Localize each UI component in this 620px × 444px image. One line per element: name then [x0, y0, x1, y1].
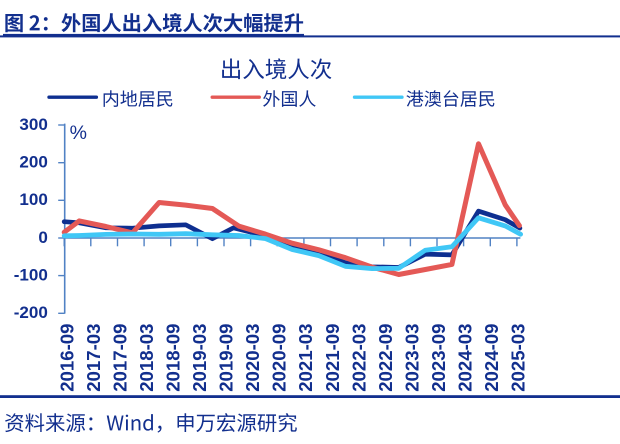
svg-text:2022-09: 2022-09	[375, 324, 396, 392]
svg-text:%: %	[70, 122, 87, 144]
svg-text:200: 200	[19, 153, 47, 172]
svg-text:2024-09: 2024-09	[481, 324, 502, 392]
svg-text:2019-09: 2019-09	[216, 324, 237, 392]
svg-text:2016-09: 2016-09	[56, 324, 77, 392]
svg-text:2025-03: 2025-03	[508, 324, 529, 392]
svg-text:-200: -200	[14, 303, 48, 322]
svg-text:2020-03: 2020-03	[242, 324, 263, 392]
svg-text:2021-03: 2021-03	[295, 324, 316, 392]
svg-text:2021-09: 2021-09	[322, 324, 343, 392]
svg-text:2024-03: 2024-03	[455, 324, 476, 392]
svg-text:300: 300	[19, 115, 47, 134]
svg-text:2018-03: 2018-03	[136, 324, 157, 392]
svg-text:0: 0	[38, 228, 47, 247]
svg-text:2017-09: 2017-09	[109, 324, 130, 392]
svg-text:2018-09: 2018-09	[163, 324, 184, 392]
svg-text:2017-03: 2017-03	[83, 324, 104, 392]
svg-text:2023-03: 2023-03	[401, 324, 422, 392]
svg-text:2019-03: 2019-03	[189, 324, 210, 392]
svg-text:2022-03: 2022-03	[348, 324, 369, 392]
svg-text:-100: -100	[14, 266, 48, 285]
svg-text:2020-09: 2020-09	[269, 324, 290, 392]
svg-text:2023-09: 2023-09	[428, 324, 449, 392]
svg-text:100: 100	[19, 190, 47, 209]
